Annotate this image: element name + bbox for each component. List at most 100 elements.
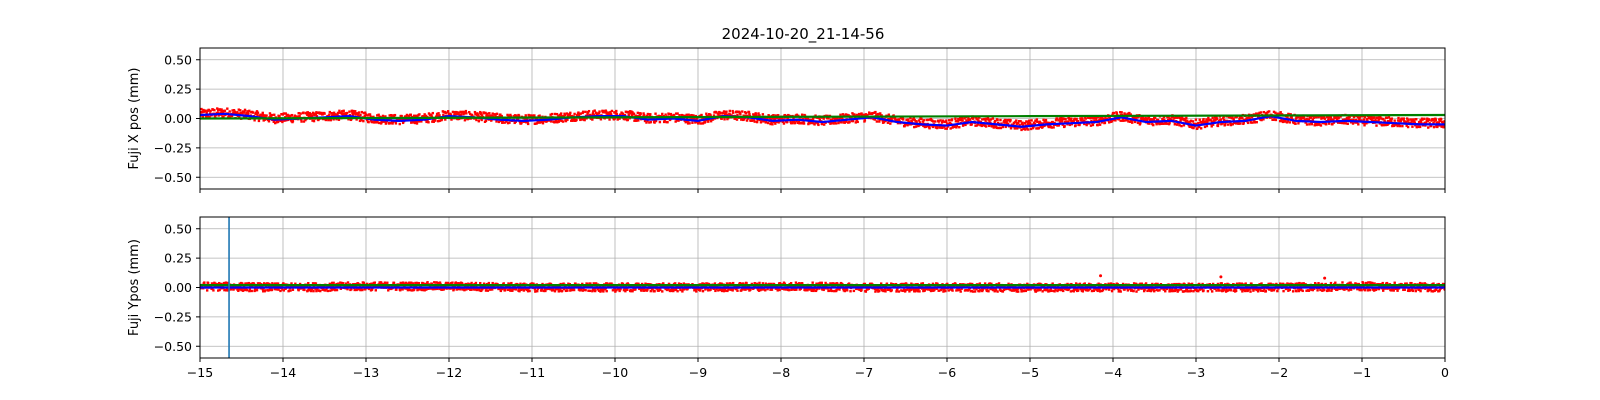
data-point <box>337 118 341 121</box>
data-point <box>1443 120 1445 123</box>
data-point <box>335 288 339 292</box>
data-point <box>1373 116 1376 119</box>
data-point <box>1246 121 1250 125</box>
data-point <box>516 117 520 121</box>
data-point <box>937 120 940 123</box>
data-point <box>255 111 258 115</box>
data-point <box>1320 116 1324 119</box>
data-point <box>311 119 314 122</box>
data-point <box>637 119 640 122</box>
data-point <box>326 114 330 118</box>
data-point <box>774 122 777 125</box>
data-point <box>793 121 797 125</box>
data-point <box>904 282 908 285</box>
data-point <box>541 282 544 286</box>
data-point <box>931 125 935 129</box>
data-point <box>706 282 709 285</box>
data-point <box>750 282 754 286</box>
data-point <box>392 115 396 118</box>
data-point <box>480 118 483 122</box>
data-point <box>746 117 750 120</box>
data-point <box>1272 288 1276 292</box>
data-point <box>400 282 403 286</box>
data-point <box>1248 117 1252 120</box>
data-point <box>1087 288 1090 292</box>
data-point <box>1176 289 1179 292</box>
data-point <box>649 289 652 293</box>
data-point <box>1310 122 1314 126</box>
data-point <box>1088 287 1092 291</box>
data-point <box>499 119 503 123</box>
data-point <box>1192 290 1195 293</box>
data-point <box>714 289 717 293</box>
data-point <box>994 289 998 292</box>
data-point <box>1415 125 1418 129</box>
data-point <box>398 122 401 126</box>
data-point <box>960 287 963 290</box>
data-point <box>1232 117 1235 120</box>
data-point <box>887 288 890 292</box>
data-point <box>475 285 478 288</box>
data-point <box>704 288 707 291</box>
data-point <box>503 121 506 124</box>
data-point <box>1079 117 1082 120</box>
data-point <box>623 288 627 291</box>
data-point <box>432 119 435 122</box>
data-point <box>1281 282 1285 286</box>
data-point <box>1276 289 1279 293</box>
data-point <box>291 119 295 123</box>
data-point <box>744 114 747 118</box>
data-point <box>601 288 604 292</box>
data-point <box>1237 122 1241 125</box>
data-point <box>659 288 662 292</box>
data-point <box>390 115 393 118</box>
data-point <box>1279 282 1282 286</box>
data-point <box>536 289 539 293</box>
data-point <box>766 121 770 125</box>
data-point <box>984 125 988 128</box>
data-point <box>218 108 222 112</box>
data-point <box>1186 119 1189 122</box>
data-point <box>1421 118 1424 121</box>
data-point <box>342 109 345 113</box>
data-point <box>943 288 946 291</box>
data-point <box>611 289 615 292</box>
data-point <box>877 112 880 116</box>
data-point <box>1160 121 1164 124</box>
data-point <box>879 112 882 115</box>
data-point <box>493 113 497 116</box>
data-point <box>1202 118 1205 121</box>
data-point <box>531 117 534 121</box>
data-point <box>726 289 729 293</box>
data-point <box>484 111 487 115</box>
smoothed-line <box>200 112 1445 128</box>
data-point <box>1336 118 1339 121</box>
data-point <box>1081 290 1085 293</box>
data-point <box>362 119 365 123</box>
data-point <box>602 290 605 293</box>
data-point <box>263 114 267 117</box>
data-point <box>1294 122 1297 125</box>
data-point <box>380 120 384 123</box>
data-point <box>361 288 364 292</box>
data-point <box>1069 290 1073 293</box>
data-point <box>958 118 961 121</box>
data-point <box>226 281 229 285</box>
data-point <box>233 110 237 113</box>
data-point <box>1026 282 1029 286</box>
data-point <box>336 111 340 115</box>
data-point <box>1149 289 1153 293</box>
data-point <box>1217 289 1221 292</box>
data-point <box>1119 285 1122 288</box>
data-point <box>386 281 389 284</box>
data-point <box>589 117 593 120</box>
data-point <box>1060 288 1063 291</box>
data-point <box>1156 289 1160 292</box>
data-point <box>487 281 491 285</box>
data-point <box>1365 118 1369 121</box>
data-point <box>674 120 677 123</box>
data-point <box>248 109 251 113</box>
data-point <box>704 120 707 123</box>
data-point <box>770 120 773 124</box>
data-point <box>464 109 468 113</box>
